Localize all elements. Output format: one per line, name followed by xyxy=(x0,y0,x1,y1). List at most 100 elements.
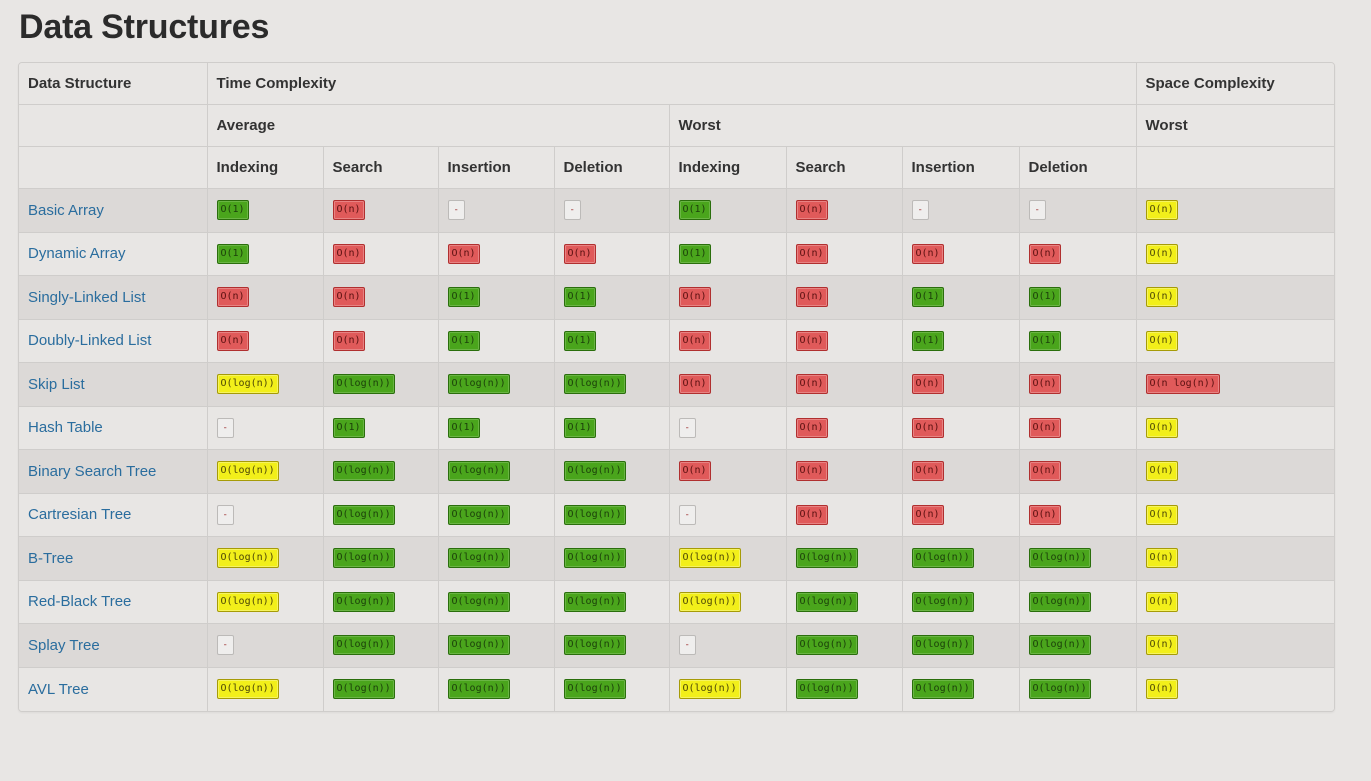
complexity-badge: O(log(n)) xyxy=(447,461,510,482)
cell-avg-indexing: O(n) xyxy=(206,318,324,363)
cell-avg-deletion: O(1) xyxy=(553,405,670,450)
data-structure-link[interactable]: Splay Tree xyxy=(28,636,100,654)
complexity-badge: - xyxy=(447,200,465,221)
complexity-badge: O(n) xyxy=(332,330,365,351)
cell-worst-insertion: O(n) xyxy=(901,405,1020,450)
complexity-badge: O(1) xyxy=(911,330,944,351)
table-row: Hash Table - O(1) O(1) O(1) - O(n) O(n) O(n) O(n) xyxy=(19,405,1334,450)
cell-worst-indexing: O(n) xyxy=(668,362,787,407)
complexity-badge: O(log(n)) xyxy=(1028,548,1091,569)
cell-space-worst: O(n) xyxy=(1135,318,1334,363)
complexity-badge: O(log(n)) xyxy=(563,548,626,569)
complexity-badge: O(1) xyxy=(563,417,596,438)
cell-avg-indexing: - xyxy=(206,623,324,668)
cell-avg-search: O(n) xyxy=(322,231,439,276)
cell-worst-deletion: O(log(n)) xyxy=(1018,623,1137,668)
complexity-badge: O(n) xyxy=(332,243,365,264)
table-row: Binary Search Tree O(log(n)) O(log(n)) O(lo… xyxy=(19,449,1334,494)
complexity-badge: O(1) xyxy=(447,330,480,351)
complexity-badge: O(n) xyxy=(1145,679,1178,699)
cell-worst-deletion: O(log(n)) xyxy=(1018,666,1137,711)
header-row-3: Indexing Search Insertion Deletion Index… xyxy=(19,146,1334,189)
complexity-badge: O(log(n)) xyxy=(332,504,395,525)
complexity-badge: O(log(n)) xyxy=(447,374,510,395)
complexity-badge: O(log(n)) xyxy=(678,548,741,569)
cell-avg-search: O(log(n)) xyxy=(322,623,439,668)
cell-avg-indexing: O(1) xyxy=(206,188,324,233)
header-empty-cell xyxy=(19,104,208,147)
complexity-badge: O(n) xyxy=(795,330,828,351)
complexity-badge: O(1) xyxy=(678,200,711,221)
complexity-badge: O(n) xyxy=(447,243,480,264)
cell-avg-search: O(log(n)) xyxy=(322,666,439,711)
data-structure-link[interactable]: B-Tree xyxy=(28,549,74,567)
cell-space-worst: O(n) xyxy=(1135,536,1334,581)
data-structure-link[interactable]: AVL Tree xyxy=(28,680,89,698)
complexity-badge: O(1) xyxy=(216,200,249,221)
header-average-deletion: Deletion xyxy=(553,146,670,189)
cell-avg-search: O(log(n)) xyxy=(322,536,439,581)
cell-worst-deletion: O(n) xyxy=(1018,405,1137,450)
row-name-cell: Splay Tree xyxy=(19,623,208,668)
complexity-badge: O(1) xyxy=(1028,330,1061,351)
header-average-indexing: Indexing xyxy=(206,146,324,189)
data-structure-link[interactable]: Binary Search Tree xyxy=(28,462,157,480)
header-time-complexity: Time Complexity xyxy=(206,63,1137,105)
cell-avg-search: O(1) xyxy=(322,405,439,450)
data-structure-link[interactable]: Skip List xyxy=(28,375,85,393)
cell-space-worst: O(n) xyxy=(1135,405,1334,450)
complexity-badge: - xyxy=(678,417,696,438)
cell-avg-indexing: O(log(n)) xyxy=(206,536,324,581)
cell-worst-deletion: O(n) xyxy=(1018,231,1137,276)
complexity-badge: O(1) xyxy=(678,243,711,264)
cell-avg-indexing: O(log(n)) xyxy=(206,666,324,711)
cell-worst-insertion: O(log(n)) xyxy=(901,623,1020,668)
data-structure-link[interactable]: Basic Array xyxy=(28,201,104,219)
data-structure-link[interactable]: Dynamic Array xyxy=(28,245,126,263)
complexity-badge: O(log(n)) xyxy=(332,679,395,699)
data-structure-link[interactable]: Doubly-Linked List xyxy=(28,332,152,350)
row-name-cell: Doubly-Linked List xyxy=(19,318,208,363)
complexity-badge: O(1) xyxy=(563,287,596,308)
cell-worst-search: O(n) xyxy=(785,318,903,363)
cell-worst-insertion: - xyxy=(901,188,1020,233)
complexity-badge: - xyxy=(911,200,929,221)
table-row: Basic Array O(1) O(n) - - O(1) O(n) - - O(n) xyxy=(19,188,1334,233)
complexity-badge: O(1) xyxy=(1028,287,1061,308)
complexity-badge: O(log(n)) xyxy=(447,504,510,525)
cell-avg-deletion: O(1) xyxy=(553,275,670,320)
cell-worst-indexing: O(n) xyxy=(668,449,787,494)
cell-worst-indexing: O(log(n)) xyxy=(668,666,787,711)
row-name-cell: AVL Tree xyxy=(19,666,208,711)
cell-avg-deletion: - xyxy=(553,188,670,233)
cell-avg-indexing: - xyxy=(206,405,324,450)
complexity-badge: O(n) xyxy=(1028,243,1061,264)
complexity-badge: O(log(n)) xyxy=(1028,679,1091,699)
complexity-badge: O(n) xyxy=(911,461,944,482)
complexity-badge: O(log(n)) xyxy=(216,548,279,569)
complexity-badge: O(n) xyxy=(332,287,365,308)
cell-avg-deletion: O(log(n)) xyxy=(553,362,670,407)
cell-space-worst: O(n) xyxy=(1135,492,1334,537)
complexity-badge: O(log(n)) xyxy=(563,374,626,395)
cell-worst-search: O(log(n)) xyxy=(785,666,903,711)
cell-worst-deletion: O(n) xyxy=(1018,492,1137,537)
data-structure-link[interactable]: Hash Table xyxy=(28,419,103,437)
data-structure-link[interactable]: Singly-Linked List xyxy=(28,288,146,306)
cell-avg-insertion: O(log(n)) xyxy=(437,362,555,407)
complexity-badge: O(n) xyxy=(795,461,828,482)
cell-avg-search: O(log(n)) xyxy=(322,362,439,407)
complexity-badge: O(n) xyxy=(216,330,249,351)
complexity-badge: O(log(n)) xyxy=(216,374,279,395)
table-row: Dynamic Array O(1) O(n) O(n) O(n) O(1) O(n) O(n… xyxy=(19,231,1334,276)
header-worst: Worst xyxy=(668,104,1137,147)
data-structure-link[interactable]: Cartresian Tree xyxy=(28,506,132,524)
cell-worst-indexing: - xyxy=(668,405,787,450)
data-structure-link[interactable]: Red-Black Tree xyxy=(28,593,132,611)
complexity-badge: O(n) xyxy=(332,200,365,221)
cell-avg-insertion: O(log(n)) xyxy=(437,666,555,711)
complexity-badge: - xyxy=(1028,200,1046,221)
complexity-badge: O(log(n)) xyxy=(563,461,626,482)
header-data-structure: Data Structure xyxy=(19,63,208,105)
cell-space-worst: O(n) xyxy=(1135,579,1334,624)
